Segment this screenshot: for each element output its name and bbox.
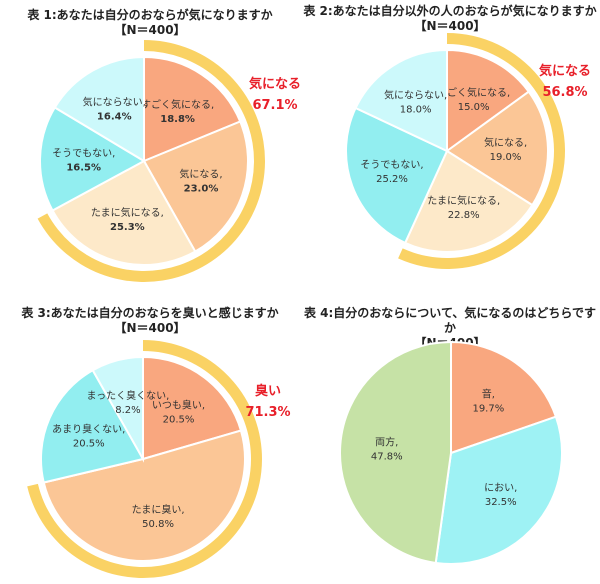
chart-2-slice-5 — [354, 48, 448, 153]
chart-1-slice-4-label: そうでもない, — [52, 148, 115, 160]
chart-1-slice-5 — [53, 55, 145, 163]
chart-3-slice-1-label: いつも臭い, — [152, 399, 205, 412]
chart-1-slice-4 — [39, 106, 147, 212]
chart-1-highlight-label: 気になる — [249, 76, 301, 92]
chart-1-highlight-value: 67.1% — [252, 98, 297, 113]
chart-1-slice-2-label: 気になる, — [179, 168, 222, 181]
chart-3-highlight-value: 71.3% — [245, 405, 290, 420]
chart-3-slice-4-label: まったく臭くない, — [87, 389, 170, 402]
chart-2-highlight-label: 気になる — [539, 63, 591, 79]
chart-4-slice-2-label: におい, — [484, 482, 517, 494]
chart-2-slice-1-value: 15.0% — [458, 102, 490, 113]
chart-3-slice-3-label: あまり臭くない, — [52, 422, 125, 435]
chart-2-slice-3-label: たまに気になる, — [427, 194, 500, 207]
chart-3-slice-3 — [40, 368, 145, 484]
chart-3-highlight-label: 臭い — [255, 383, 281, 399]
chart-2-slice-2 — [445, 90, 549, 207]
chart-4-slice-1-label: 音, — [482, 388, 495, 401]
chart-2-slice-5-label: 気にならない, — [384, 89, 447, 102]
chart-3-slice-3-value: 20.5% — [73, 438, 105, 449]
chart-3-slice-1-value: 20.5% — [163, 415, 195, 426]
chart-1-slice-3-value: 25.3% — [110, 222, 145, 233]
chart-2-highlight-value: 56.8% — [542, 85, 587, 100]
chart-2-slice-2-value: 19.0% — [490, 152, 522, 163]
chart-3-title: 表 3:あなたは自分のおならを臭いと感じますか 【N＝400】 — [21, 306, 279, 335]
chart-3-slice-2-value: 50.8% — [142, 519, 174, 530]
chart-4-slice-3 — [339, 340, 452, 565]
chart-1-slice-3-label: たまに気になる, — [91, 206, 164, 219]
chart-2-slice-3 — [403, 149, 534, 253]
chart-2-title: 表 2:あなたは自分以外の人のおならが気になりますか 【N＝400】 — [303, 4, 597, 33]
chart-2-slice-2-label: 気になる, — [484, 136, 527, 149]
chart-1-slice-1 — [143, 55, 242, 163]
chart-4-slice-2 — [434, 415, 563, 565]
chart-1-slice-2 — [142, 120, 249, 253]
chart-3-slice-4 — [91, 355, 144, 463]
chart-3-slice-2 — [42, 429, 246, 562]
chart-2-slice-4-value: 25.2% — [376, 174, 408, 185]
chart-2-slice-1-label: すごく気になる, — [437, 86, 510, 99]
chart-4-slice-1-value: 19.7% — [472, 404, 504, 415]
chart-1-slice-5-label: 気にならない, — [83, 96, 146, 109]
chart-1-title: 表 1:あなたは自分のおならが気になりますか 【N＝400】 — [27, 8, 273, 37]
chart-2-slice-3-value: 22.8% — [448, 210, 480, 221]
chart-1-slice-3 — [51, 159, 197, 266]
chart-4-slice-3-value: 47.8% — [371, 452, 403, 463]
chart-1-slice-1-value: 18.8% — [160, 114, 195, 125]
chart-2-slice-5-value: 18.0% — [400, 105, 432, 116]
chart-2-slice-4 — [345, 106, 449, 245]
chart-3-slice-2-label: たまに臭い, — [132, 503, 185, 516]
chart-4-slice-2-value: 32.5% — [485, 497, 517, 508]
chart-2-slice-4-label: そうでもない, — [360, 159, 423, 171]
chart-4-slice-3-label: 両方, — [375, 436, 398, 449]
chart-1-slice-5-value: 16.4% — [97, 112, 132, 123]
chart-3-slice-4-value: 8.2% — [115, 405, 140, 416]
chart-3-slice-1 — [142, 355, 243, 461]
chart-1-slice-1-label: すごく気になる, — [141, 98, 214, 111]
chart-1-slice-4-value: 16.5% — [66, 163, 101, 174]
chart-1-slice-2-value: 23.0% — [184, 184, 219, 195]
chart-2-slice-1 — [446, 48, 531, 153]
